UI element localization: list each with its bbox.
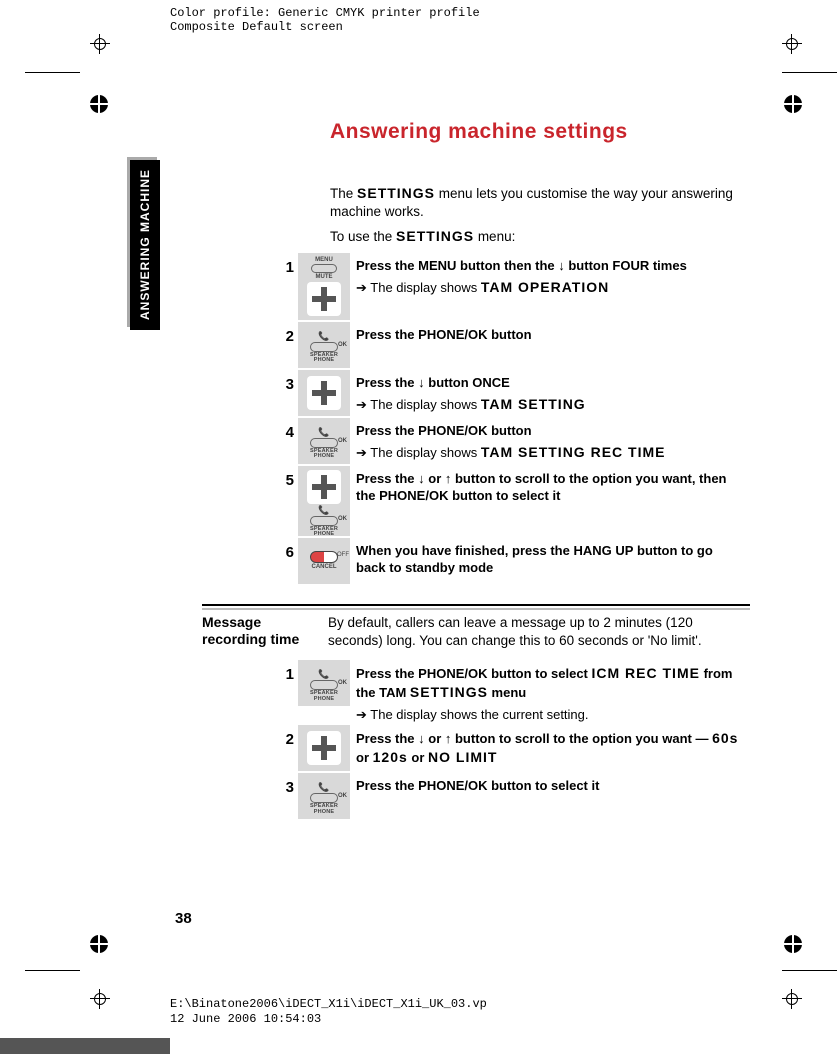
step-instruction: When you have finished, press the HANG U… [356,542,740,577]
step: 2 Press the ↓ or ↑ button to scroll to th… [270,725,750,771]
side-tab: ANSWERING MACHINE [130,160,160,330]
step-body: Press the PHONE/OK button The display sho… [356,418,750,462]
step-number: 1 [270,660,294,683]
registration-mark [90,989,110,1009]
step-number: 3 [270,370,294,393]
step-result: The display shows the current setting. [356,706,740,724]
nav-plus-icon [307,376,341,410]
print-footer: E:\Binatone2006\iDECT_X1i\iDECT_X1i_UK_0… [170,997,487,1026]
step-icon-col [298,725,350,771]
step-icon-col: 📞SPEAKERPHONE [298,466,350,536]
step-icon-col: 📞SPEAKERPHONE [298,418,350,464]
section-text: By default, callers can leave a message … [328,614,750,650]
step-body: Press the PHONE/OK button to select ICM … [356,660,750,723]
step: 2 📞SPEAKERPHONE Press the PHONE/OK button [270,322,750,368]
steps-list-a: 1 MENUMUTE Press the MENU button then the … [270,253,750,584]
step-instruction: Press the ↓ or ↑ button to scroll to the… [356,729,740,767]
step-icon-col: MENUMUTE [298,253,350,320]
page-title: Answering machine settings [330,120,750,144]
step: 1 MENUMUTE Press the MENU button then the … [270,253,750,320]
print-footer-line2: 12 June 2006 10:54:03 [170,1012,487,1026]
step-number: 3 [270,773,294,796]
hangup-cancel-icon: CANCEL [306,551,342,570]
print-header-line2: Composite Default screen [170,20,480,34]
step: 5 📞SPEAKERPHONE Press the ↓ or ↑ button to… [270,466,750,536]
print-header: Color profile: Generic CMYK printer prof… [170,6,480,35]
crop-line [782,970,837,971]
phone-ok-icon: 📞SPEAKERPHONE [306,670,342,696]
phone-ok-icon: 📞SPEAKERPHONE [306,332,342,358]
section-message-recording: Message recording time By default, calle… [202,614,750,650]
step-body: Press the PHONE/OK button to select it [356,773,750,795]
step-number: 2 [270,322,294,345]
nav-plus-icon [307,282,341,316]
step-body: Press the PHONE/OK button [356,322,750,344]
step-number: 1 [270,253,294,276]
intro-p1: The SETTINGS menu lets you customise the… [330,184,750,221]
step: 6 CANCEL When you have finished, press the… [270,538,750,584]
crop-line [782,72,837,73]
nav-plus-icon [307,731,341,765]
phone-ok-icon: 📞SPEAKERPHONE [306,783,342,809]
crop-bullet [90,935,108,953]
step-instruction: Press the PHONE/OK button [356,422,740,440]
intro-p2: To use the SETTINGS menu: [330,227,750,246]
step-body: Press the MENU button then the ↓ button … [356,253,750,297]
crop-bullet [784,95,802,113]
step-instruction: Press the PHONE/OK button [356,326,740,344]
step-body: Press the ↓ or ↑ button to scroll to the… [356,725,750,767]
step: 3 Press the ↓ button ONCE The display show… [270,370,750,416]
step-instruction: Press the PHONE/OK button to select ICM … [356,664,740,702]
phone-ok-icon: 📞SPEAKERPHONE [306,428,342,454]
steps-list-b: 1 📞SPEAKERPHONE Press the PHONE/OK button … [270,660,750,819]
step-instruction: Press the ↓ or ↑ button to scroll to the… [356,470,740,505]
section-divider [202,604,750,606]
step-number: 4 [270,418,294,441]
step-instruction: Press the MENU button then the ↓ button … [356,257,740,275]
step: 4 📞SPEAKERPHONE Press the PHONE/OK button T… [270,418,750,464]
step-result: The display shows TAM SETTING [356,395,740,414]
section-label: Message recording time [202,614,328,650]
crop-bullet [90,95,108,113]
registration-mark [782,34,802,54]
step-icon-col: 📞SPEAKERPHONE [298,322,350,368]
step-instruction: Press the ↓ button ONCE [356,374,740,392]
step-icon-col: 📞SPEAKERPHONE [298,773,350,819]
print-header-line1: Color profile: Generic CMYK printer prof… [170,6,480,20]
step-body: Press the ↓ or ↑ button to scroll to the… [356,466,750,505]
crop-line [25,970,80,971]
menu-mute-icon: MENUMUTE [306,257,342,280]
step-instruction: Press the PHONE/OK button to select it [356,777,740,795]
step-icon-col: CANCEL [298,538,350,584]
phone-ok-icon: 📞SPEAKERPHONE [306,506,342,532]
crop-bullet [784,935,802,953]
page-number: 38 [175,910,192,927]
print-footer-line1: E:\Binatone2006\iDECT_X1i\iDECT_X1i_UK_0… [170,997,487,1011]
step-number: 5 [270,466,294,489]
step-number: 6 [270,538,294,561]
step-result: The display shows TAM OPERATION [356,278,740,297]
step-result: The display shows TAM SETTING REC TIME [356,443,740,462]
bottom-bar [0,1038,170,1054]
registration-mark [782,989,802,1009]
step-icon-col [298,370,350,416]
step-body: When you have finished, press the HANG U… [356,538,750,577]
step-number: 2 [270,725,294,748]
crop-line [25,72,80,73]
registration-mark [90,34,110,54]
step: 3 📞SPEAKERPHONE Press the PHONE/OK button … [270,773,750,819]
step: 1 📞SPEAKERPHONE Press the PHONE/OK button … [270,660,750,723]
step-icon-col: 📞SPEAKERPHONE [298,660,350,706]
step-body: Press the ↓ button ONCE The display shows… [356,370,750,414]
nav-plus-icon [307,470,341,504]
page-content: ANSWERING MACHINE Answering machine sett… [130,120,750,821]
